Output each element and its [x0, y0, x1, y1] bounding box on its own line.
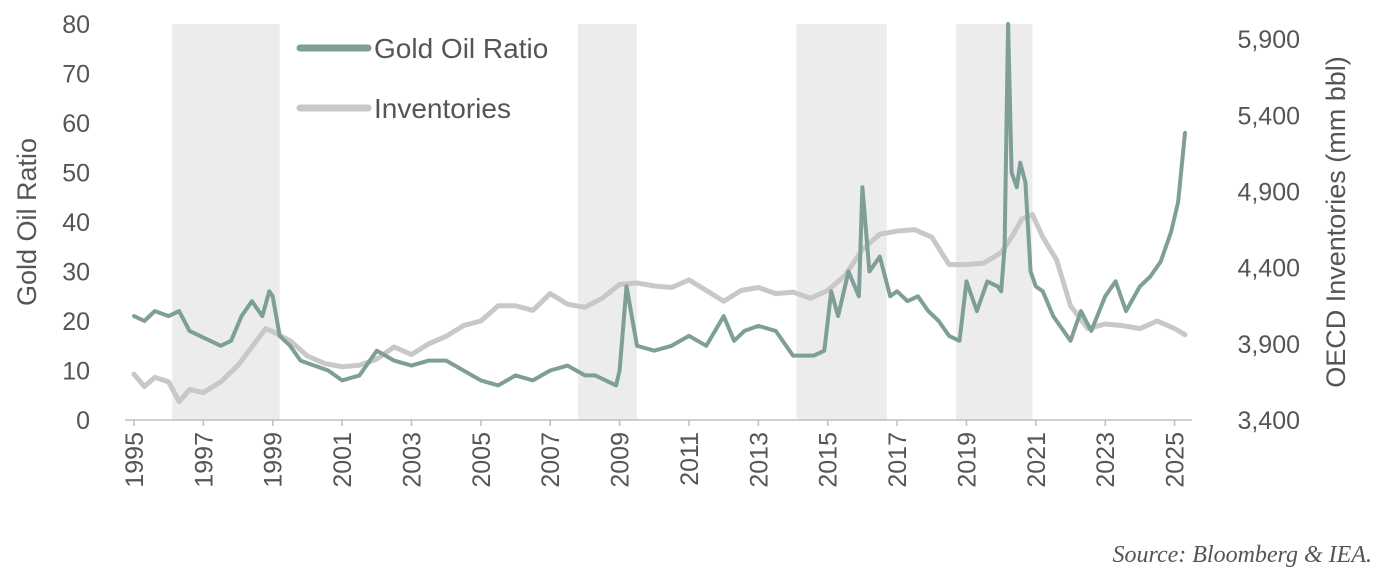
- y2-tick-label: 3,900: [1237, 331, 1300, 359]
- recession-shading-layer: [172, 24, 1033, 420]
- x-tick-label: 2011: [676, 432, 704, 486]
- x-tick-label: 2023: [1092, 432, 1120, 488]
- series-line-gold-oil-ratio: [132, 22, 1187, 388]
- y-tick-label: 80: [62, 11, 90, 39]
- series-layer: [131, 22, 1188, 405]
- y-tick-label: 70: [62, 61, 90, 89]
- y-axis-title: Gold Oil Ratio: [12, 138, 42, 306]
- y2-tick-label: 3,400: [1237, 407, 1300, 435]
- x-tick-label: 2015: [815, 432, 843, 488]
- x-tick-label: 2001: [329, 432, 357, 488]
- source-annotation: Source: Bloomberg & IEA.: [1113, 542, 1373, 568]
- y-tick-label: 10: [62, 358, 90, 386]
- right-axis-ticks: 3,400 3,900 4,400 4,900 5,400 5,900: [1237, 26, 1300, 435]
- y-tick-label: 30: [62, 259, 90, 287]
- shaded-period-2: [577, 24, 637, 420]
- y2-tick-label: 4,900: [1237, 179, 1300, 207]
- x-tick-label: 1997: [190, 432, 218, 488]
- y2-axis-title: OECD Inventories (mm bbl): [1321, 56, 1351, 388]
- y2-tick-label: 4,400: [1237, 255, 1300, 283]
- x-tick-label: 2007: [537, 432, 565, 488]
- y2-tick-label: 5,400: [1237, 102, 1300, 130]
- x-tick-label: 2005: [468, 432, 496, 488]
- y-tick-label: 60: [62, 110, 90, 138]
- y2-tick-label: 5,900: [1237, 26, 1300, 54]
- x-tick-label: 2003: [399, 432, 427, 488]
- x-tick-label: 2021: [1023, 432, 1051, 488]
- left-axis-ticks: 0 10 20 30 40 50 60 70 80: [62, 11, 90, 435]
- shaded-period-1: [172, 24, 280, 420]
- x-tick-label: 2019: [954, 432, 982, 488]
- x-axis-ticks: 1995 1997 1999 2001 2003 2005 2007 2009 2011 2013…: [121, 432, 1190, 488]
- x-tick-label: 1995: [121, 432, 149, 488]
- x-tick-label: 1999: [260, 432, 288, 488]
- series-line-inventories: [131, 211, 1188, 405]
- legend-label-inventories: Inventories: [374, 93, 511, 124]
- y-tick-label: 50: [62, 160, 90, 188]
- legend: Gold Oil Ratio Inventories: [296, 33, 548, 124]
- x-tick-label: 2025: [1162, 432, 1190, 488]
- legend-label-gold-oil-ratio: Gold Oil Ratio: [374, 33, 548, 64]
- x-tick-label: 2009: [607, 432, 635, 488]
- y-tick-label: 0: [76, 407, 90, 435]
- y-tick-label: 20: [62, 308, 90, 336]
- x-tick-label: 2013: [745, 432, 773, 488]
- y-tick-label: 40: [62, 209, 90, 237]
- x-tick-label: 2017: [884, 432, 912, 488]
- shaded-period-3: [796, 24, 887, 420]
- axis-layer: [125, 419, 1192, 426]
